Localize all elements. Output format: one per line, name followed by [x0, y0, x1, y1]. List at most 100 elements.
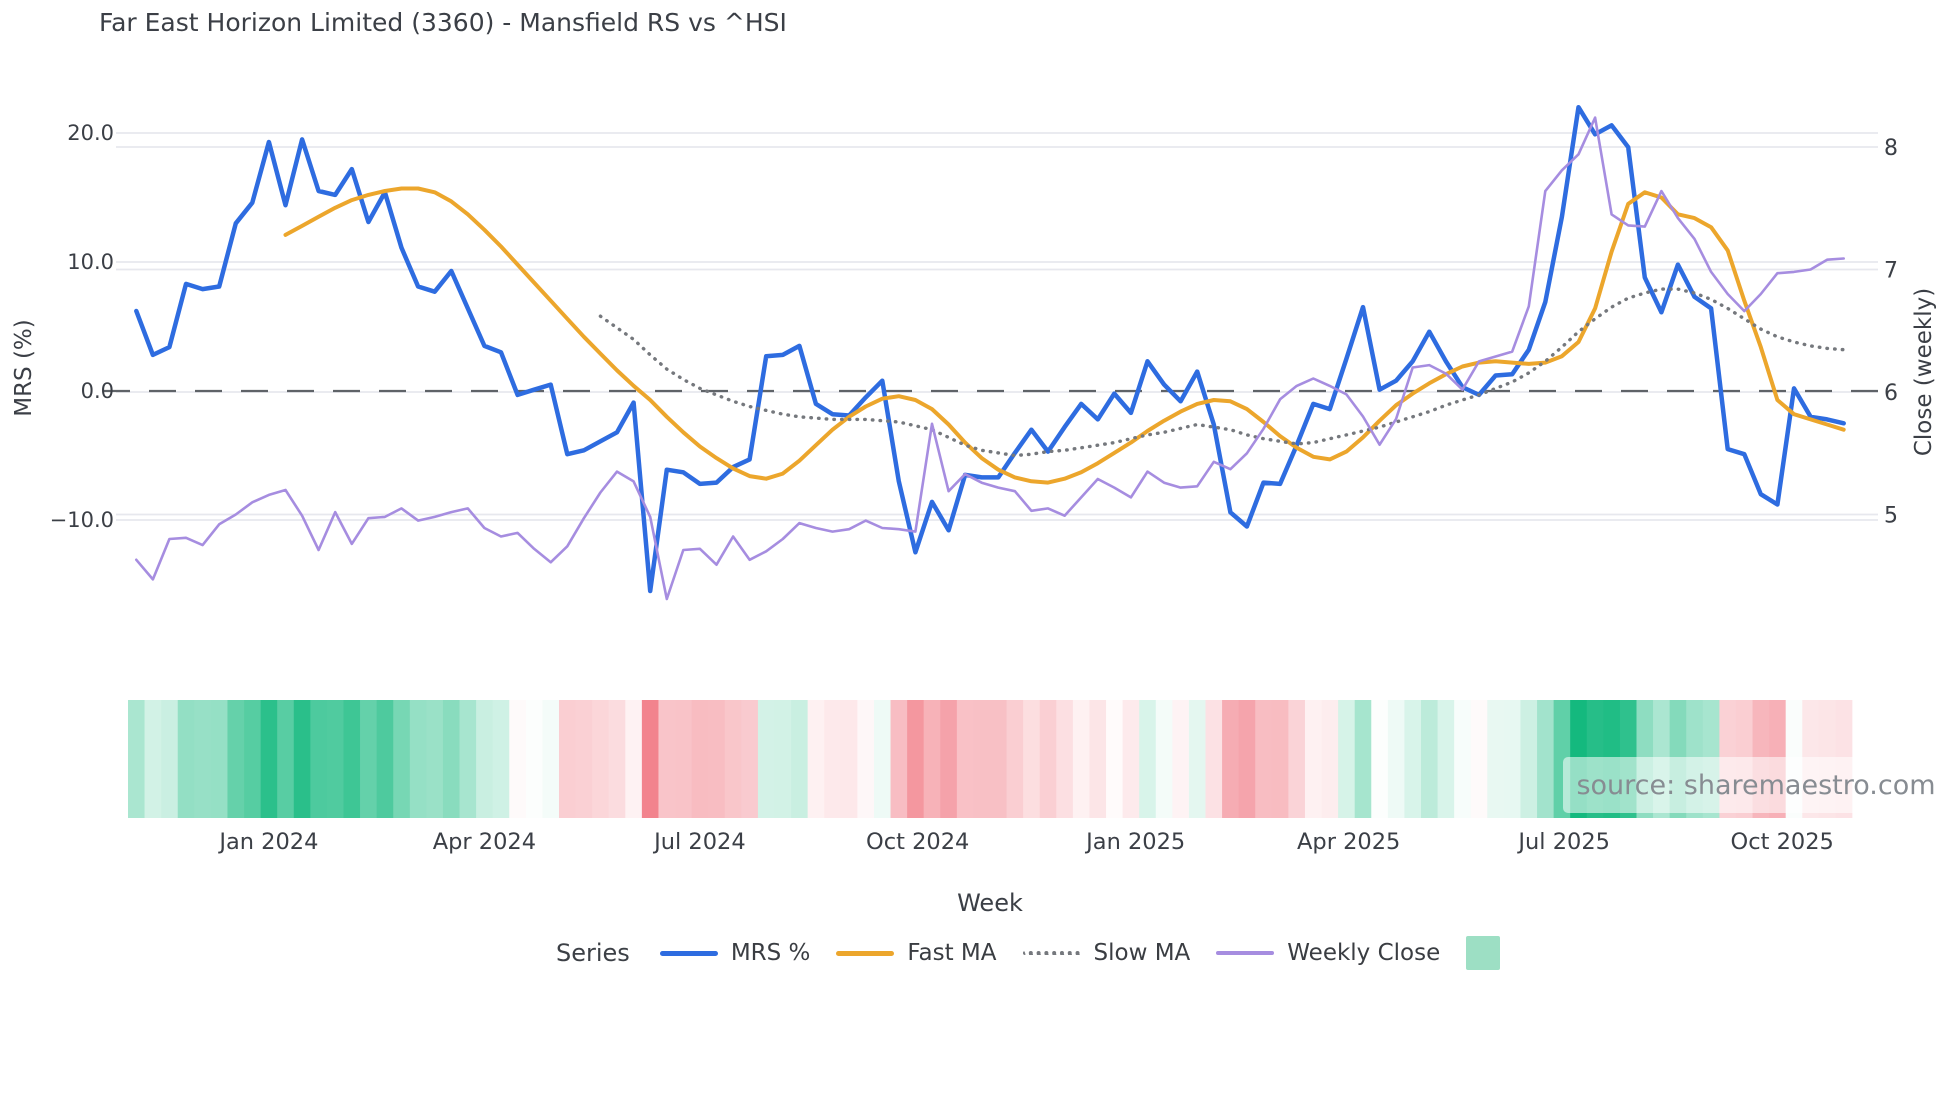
left-tick-label: 0.0	[81, 379, 114, 403]
slow-ma-dotted-swatch-icon	[1022, 951, 1081, 955]
heatmap-cell	[293, 700, 311, 818]
x-tick-label: Oct 2025	[1731, 829, 1834, 855]
heatmap-cell	[907, 700, 925, 818]
legend-title: Series	[556, 939, 630, 967]
heatmap-cell	[1023, 700, 1041, 818]
heatmap-cell	[990, 700, 1007, 818]
heatmap-cell	[608, 700, 626, 818]
heatmap-cell	[1470, 700, 1488, 818]
heatmap-cell	[757, 700, 775, 818]
x-tick-label: Jan 2024	[217, 829, 318, 855]
heatmap-cell	[824, 700, 842, 818]
heatmap-cell	[343, 700, 361, 818]
heatmap-cell	[592, 700, 610, 818]
right-axis-tick-labels: 8 7 6 5	[1884, 136, 1898, 529]
source-text: source: sharemaestro.com	[1576, 769, 1936, 801]
heatmap-cell	[525, 700, 543, 818]
heatmap-cell	[144, 700, 162, 818]
legend-item-fast-ma: Fast MA	[836, 940, 997, 966]
heatmap-cell	[1089, 700, 1107, 818]
heatmap-cell	[741, 700, 759, 818]
fast-ma-line-swatch-icon	[836, 950, 895, 956]
heatmap-cell	[658, 700, 676, 818]
x-tick-label: Apr 2025	[1297, 829, 1400, 855]
heatmap-cell	[310, 700, 328, 818]
heatmap-cell	[1106, 700, 1123, 818]
heatmap-cell	[1255, 700, 1273, 818]
x-tick-label: Oct 2024	[866, 829, 969, 855]
series-fast-ma	[283, 186, 1846, 485]
heatmap-cell	[1537, 700, 1554, 818]
heatmap-cell	[840, 700, 858, 818]
legend-label-weekly-close: Weekly Close	[1287, 940, 1441, 966]
heatmap-cell	[1072, 700, 1090, 818]
right-tick-label: 5	[1884, 504, 1898, 529]
heatmap-cell	[1304, 700, 1322, 818]
heatmap-cell	[675, 700, 692, 818]
legend-label-mrs: MRS %	[730, 940, 811, 966]
legend: Series MRS % Fast MA Slow MA Weekly Clos…	[556, 930, 1501, 976]
heatmap-cell	[873, 700, 891, 818]
heatmap-cell	[1503, 700, 1521, 818]
heatmap-cell	[708, 700, 726, 818]
heatmap-cell	[509, 700, 527, 818]
heatmap-cell	[774, 700, 792, 818]
left-tick-label: 10.0	[67, 250, 114, 274]
heatmap-cell	[360, 700, 378, 818]
heatmap-strip	[128, 700, 1853, 818]
heatmap-cell	[940, 700, 958, 818]
heatmap-cell	[426, 700, 444, 818]
heatmap-cell	[492, 700, 510, 818]
heatmap-cell	[376, 700, 394, 818]
legend-item-mrs: MRS %	[659, 940, 811, 966]
x-tick-label: Apr 2024	[433, 829, 536, 855]
heatmap-cell	[1404, 700, 1422, 818]
heatmap-cell	[691, 700, 709, 818]
heatmap-cell	[641, 700, 659, 818]
chart-title: Far East Horizon Limited (3360) - Mansfi…	[99, 8, 787, 37]
heatmap-cell	[1321, 700, 1339, 818]
heatmap-cell	[1039, 700, 1057, 818]
heatmap-cell	[476, 700, 494, 818]
heatmap-cell	[807, 700, 825, 818]
series-weekly-close	[135, 116, 1845, 601]
heatmap-cell	[1205, 700, 1223, 818]
legend-label-fast-ma: Fast MA	[907, 940, 997, 966]
heatmap-cell	[1222, 700, 1240, 818]
heatmap-cell	[177, 700, 195, 818]
heatmap-cell	[1387, 700, 1405, 818]
heatmap-cell	[625, 700, 643, 818]
heatmap-cell	[442, 700, 460, 818]
heatmap-cell	[923, 700, 941, 818]
heatmap-cell	[244, 700, 261, 818]
heatmap-cell	[1122, 700, 1140, 818]
heatmap-cell	[1238, 700, 1256, 818]
weekly-close-line-swatch-icon	[1216, 951, 1275, 955]
left-axis-title: MRS (%)	[11, 319, 37, 417]
heatmap-cell	[1454, 700, 1472, 818]
heatmap-cell	[542, 700, 560, 818]
left-axis-tick-labels: 20.0 10.0 0.0 −10.0	[50, 121, 114, 532]
x-tick-label: Jul 2025	[1516, 829, 1610, 855]
heatmap-cell	[724, 700, 742, 818]
heatmap-cell	[956, 700, 974, 818]
heatmap-cell	[1056, 700, 1074, 818]
heatmap-cell	[857, 700, 875, 818]
source-watermark: source: sharemaestro.com	[1563, 757, 1949, 813]
heatmap-cell	[1421, 700, 1438, 818]
heatmap-cell	[1006, 700, 1024, 818]
left-tick-label: 20.0	[67, 121, 114, 145]
heatmap-cell	[194, 700, 212, 818]
heatmap-cell	[409, 700, 427, 818]
heatmap-cell	[1288, 700, 1306, 818]
heatmap-cell	[1188, 700, 1206, 818]
heatmap-cell	[227, 700, 245, 818]
series-mrs-	[134, 104, 1846, 594]
x-tick-label: Jan 2025	[1084, 829, 1185, 855]
heatmap-cell	[326, 700, 344, 818]
legend-item-slow-ma: Slow MA	[1022, 940, 1190, 966]
heatmap-cell	[161, 700, 179, 818]
heatmap-cell	[890, 700, 908, 818]
x-tick-label: Jul 2024	[652, 829, 746, 855]
